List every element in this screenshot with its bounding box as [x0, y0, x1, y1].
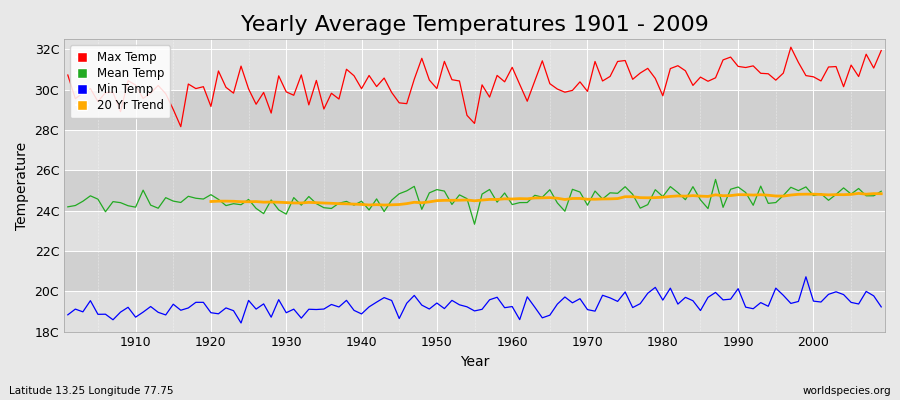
Bar [64, 291, 885, 332]
X-axis label: Year: Year [460, 355, 490, 369]
Bar [64, 170, 885, 211]
Bar [64, 130, 885, 170]
Text: Latitude 13.25 Longitude 77.75: Latitude 13.25 Longitude 77.75 [9, 386, 174, 396]
Bar [64, 251, 885, 291]
Y-axis label: Temperature: Temperature [15, 141, 29, 230]
Bar [64, 90, 885, 130]
Legend: Max Temp, Mean Temp, Min Temp, 20 Yr Trend: Max Temp, Mean Temp, Min Temp, 20 Yr Tre… [70, 45, 170, 118]
Bar [64, 211, 885, 251]
Title: Yearly Average Temperatures 1901 - 2009: Yearly Average Temperatures 1901 - 2009 [240, 15, 708, 35]
Text: worldspecies.org: worldspecies.org [803, 386, 891, 396]
Bar [64, 50, 885, 90]
